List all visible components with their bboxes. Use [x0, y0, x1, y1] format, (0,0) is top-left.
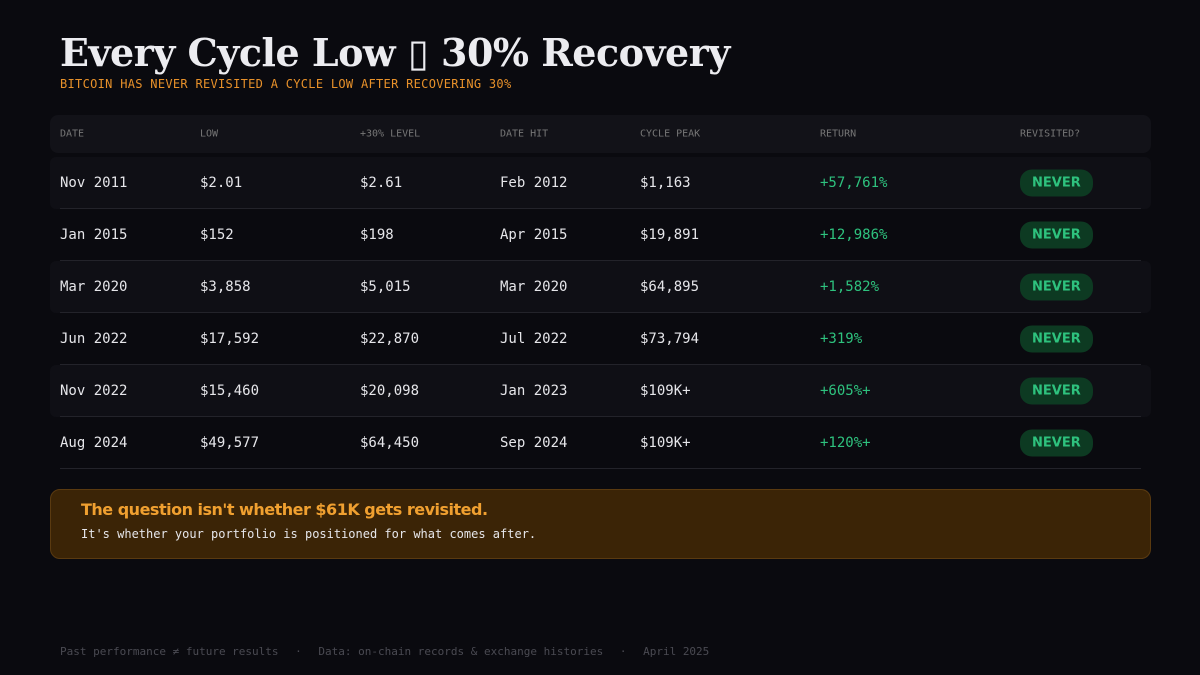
page-title: Every Cycle Low ▯ 30% Recovery: [60, 30, 730, 75]
table-row: Aug 2024 $49,577 $64,450 Sep 2024 $109K+ +120…: [50, 417, 1151, 469]
cell-low: $49,577: [200, 435, 260, 451]
cell-low: $15,460: [200, 383, 260, 399]
cell-low: $152: [200, 227, 234, 243]
cell-low: $2.01: [200, 175, 243, 191]
footer-date: April 2025: [643, 645, 710, 658]
callout-box: The question isn't whether $61K gets rev…: [50, 489, 1151, 559]
callout-body: It's whether your portfolio is positione…: [81, 527, 537, 541]
table-row: Jun 2022 $17,592 $22,870 Jul 2022 $73,794 +31…: [50, 313, 1151, 365]
header-cycle-peak: CYCLE PEAK: [640, 128, 701, 140]
footer-source: Data: on-chain records & exchange histor…: [318, 645, 604, 658]
cell-return: +57,761%: [820, 175, 888, 191]
cycle-table: DATE LOW +30% LEVEL DATE HIT CYCLE PEAK RETUR…: [50, 115, 1151, 469]
table-row: Jan 2015 $152 $198 Apr 2015 $19,891 +12,986% N…: [50, 209, 1151, 261]
callout-heading: The question isn't whether $61K gets rev…: [81, 500, 488, 519]
footer-separator: ·: [619, 645, 627, 658]
status-badge: NEVER: [1020, 377, 1093, 405]
cell-date: Nov 2011: [60, 175, 128, 191]
cell-cycle-peak: $19,891: [640, 227, 700, 243]
cell-low: $3,858: [200, 279, 251, 295]
cell-date: Mar 2020: [60, 279, 128, 295]
cell-return: +605%+: [820, 383, 871, 399]
cell-date-hit: Jan 2023: [500, 383, 568, 399]
cell-level-30: $22,870: [360, 331, 420, 347]
header-date-hit: DATE HIT: [500, 128, 549, 140]
cell-date: Jun 2022: [60, 331, 128, 347]
table-header: DATE LOW +30% LEVEL DATE HIT CYCLE PEAK RETUR…: [50, 115, 1151, 153]
footer-disclaimer: Past performance ≠ future results: [60, 645, 279, 658]
status-badge: NEVER: [1020, 273, 1093, 301]
header-low: LOW: [200, 128, 219, 140]
cell-date-hit: Sep 2024: [500, 435, 568, 451]
cell-level-30: $20,098: [360, 383, 420, 399]
footer-separator: ·: [295, 645, 302, 658]
cell-level-30: $198: [360, 227, 394, 243]
cell-cycle-peak: $109K+: [640, 383, 691, 399]
cell-return: +12,986%: [820, 227, 888, 243]
status-badge: NEVER: [1020, 221, 1093, 249]
status-badge: NEVER: [1020, 169, 1093, 197]
cell-date-hit: Mar 2020: [500, 279, 568, 295]
header-revisited: REVISITED?: [1020, 128, 1081, 140]
page-subtitle: BITCOIN HAS NEVER REVISITED A CYCLE LOW …: [60, 77, 512, 91]
cell-level-30: $64,450: [360, 435, 420, 451]
cell-date: Nov 2022: [60, 383, 128, 399]
cell-return: +1,582%: [820, 279, 880, 295]
status-badge: NEVER: [1020, 429, 1093, 457]
table-row: Nov 2022 $15,460 $20,098 Jan 2023 $109K+ +605…: [50, 365, 1151, 417]
cell-date-hit: Jul 2022: [500, 331, 568, 347]
header-level-30: +30% LEVEL: [360, 128, 421, 140]
cell-return: +120%+: [820, 435, 871, 451]
header-return: RETURN: [820, 128, 857, 140]
cell-date: Jan 2015: [60, 227, 128, 243]
cell-level-30: $5,015: [360, 279, 411, 295]
cell-level-30: $2.61: [360, 175, 403, 191]
cell-return: +319%: [820, 331, 863, 347]
cell-low: $17,592: [200, 331, 260, 347]
cell-date-hit: Apr 2015: [500, 227, 568, 243]
header-date: DATE: [60, 128, 85, 140]
cell-cycle-peak: $109K+: [640, 435, 691, 451]
footer: Past performance ≠ future results · Data…: [60, 645, 719, 658]
table-row: Mar 2020 $3,858 $5,015 Mar 2020 $64,895 +1,58…: [50, 261, 1151, 313]
cell-date: Aug 2024: [60, 435, 128, 451]
status-badge: NEVER: [1020, 325, 1093, 353]
cell-date-hit: Feb 2012: [500, 175, 568, 191]
table-row: Nov 2011 $2.01 $2.61 Feb 2012 $1,163 +57,761%…: [50, 157, 1151, 209]
cell-cycle-peak: $64,895: [640, 279, 700, 295]
cell-cycle-peak: $1,163: [640, 175, 691, 191]
cell-cycle-peak: $73,794: [640, 331, 700, 347]
